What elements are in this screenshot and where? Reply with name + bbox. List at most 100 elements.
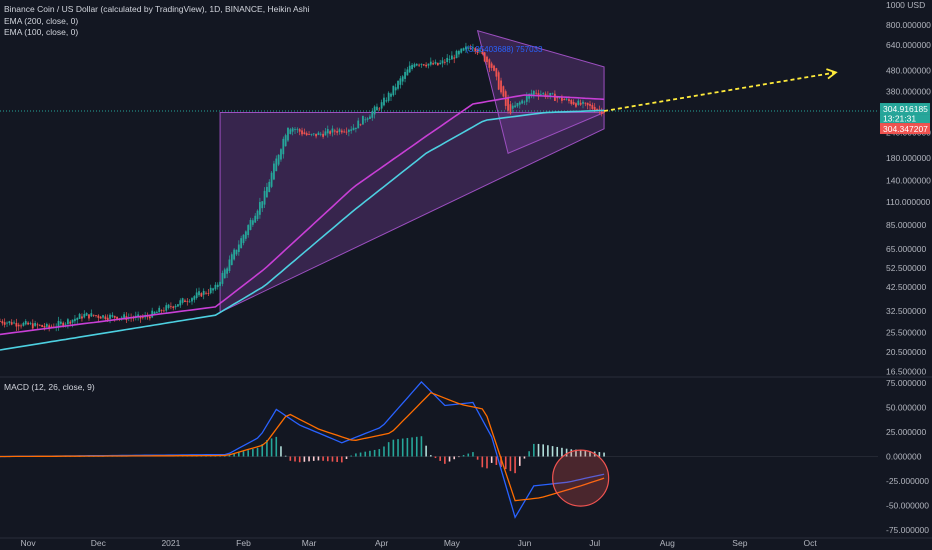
macd-legend[interactable]: MACD (12, 26, close, 9) bbox=[4, 382, 95, 392]
candle-body bbox=[324, 131, 327, 136]
candle-body bbox=[518, 102, 521, 105]
candle-body bbox=[153, 311, 156, 314]
ema100-legend[interactable]: EMA (100, close, 0) bbox=[4, 27, 79, 37]
candle-body bbox=[539, 94, 542, 95]
candle-body bbox=[291, 128, 294, 132]
ema200-legend[interactable]: EMA (200, close, 0) bbox=[4, 16, 79, 26]
candle-body bbox=[331, 128, 334, 133]
candle-body bbox=[282, 138, 285, 155]
macd-histogram-bar bbox=[406, 437, 409, 457]
macd-histogram-bar bbox=[425, 445, 427, 457]
price-tick-label: 640.000000 bbox=[886, 40, 931, 50]
candle-body bbox=[66, 319, 69, 325]
candle-body bbox=[38, 324, 41, 326]
candle-body bbox=[429, 61, 432, 65]
price-tick-label: 380.000000 bbox=[886, 86, 931, 96]
candle-body bbox=[3, 322, 6, 325]
candle-body bbox=[186, 301, 189, 303]
candle-body bbox=[563, 99, 566, 101]
candle-body bbox=[500, 80, 502, 93]
macd-histogram-bar bbox=[317, 456, 320, 461]
candle-body bbox=[462, 48, 465, 51]
time-tick-label: Jul bbox=[589, 538, 600, 548]
candle-body bbox=[109, 314, 111, 319]
macd-histogram-bar bbox=[345, 456, 348, 459]
price-tick-label: 52.500000 bbox=[886, 263, 926, 273]
candle-body bbox=[233, 249, 236, 260]
macd-histogram-bar bbox=[462, 455, 465, 457]
macd-histogram-bar bbox=[533, 443, 535, 457]
candle-body bbox=[369, 116, 371, 120]
macd-tick-label: -25.000000 bbox=[886, 476, 929, 486]
candle-body bbox=[69, 321, 72, 324]
candle-body bbox=[340, 130, 343, 133]
candle-body bbox=[155, 311, 158, 313]
candle-body bbox=[502, 86, 505, 97]
candle-body bbox=[151, 310, 154, 318]
macd-histogram-bar bbox=[261, 444, 264, 457]
candle-body bbox=[62, 322, 65, 327]
candle-body bbox=[385, 100, 388, 102]
candle-body bbox=[556, 97, 559, 99]
macd-histogram-bar bbox=[233, 453, 235, 457]
candle-body bbox=[322, 133, 325, 137]
price-tick-label: 800.000000 bbox=[886, 20, 931, 30]
macd-histogram-bar bbox=[284, 455, 287, 457]
candle-body bbox=[141, 317, 144, 318]
price-tick-label: 25.500000 bbox=[886, 328, 926, 338]
candle-body bbox=[298, 129, 301, 132]
macd-histogram-bar bbox=[266, 440, 268, 457]
macd-histogram-bar bbox=[518, 456, 521, 466]
candle-body bbox=[404, 72, 406, 79]
candle-body bbox=[242, 234, 245, 244]
candle-body bbox=[474, 47, 477, 52]
candle-body bbox=[8, 321, 11, 324]
macd-histogram-bar bbox=[444, 456, 446, 464]
candle-body bbox=[352, 127, 355, 131]
candle-body bbox=[582, 101, 584, 104]
candle-body bbox=[415, 63, 418, 66]
candle-body bbox=[188, 301, 191, 303]
fib-annotation: (3.95403688) 757033 bbox=[466, 45, 543, 54]
macd-histogram-bar bbox=[247, 450, 249, 457]
candle-body bbox=[579, 102, 582, 105]
macd-histogram-bar bbox=[542, 444, 544, 457]
macd-histogram-bar bbox=[238, 452, 240, 457]
macd-histogram-bar bbox=[242, 451, 245, 457]
candle-body bbox=[357, 120, 360, 129]
macd-histogram-bar bbox=[486, 456, 488, 469]
candle-body bbox=[268, 181, 271, 193]
macd-histogram-bar bbox=[514, 456, 516, 474]
macd-histogram-bar bbox=[331, 456, 334, 462]
candle-body bbox=[90, 313, 93, 317]
candle-body bbox=[436, 62, 439, 66]
candle-body bbox=[235, 249, 238, 255]
candle-body bbox=[542, 93, 545, 95]
highlight-circle[interactable] bbox=[552, 449, 610, 507]
candle-body bbox=[422, 64, 425, 66]
candle-body bbox=[310, 134, 313, 135]
ema200-line[interactable] bbox=[0, 94, 605, 336]
price-tick-label: 85.000000 bbox=[886, 220, 926, 230]
candle-body bbox=[390, 93, 392, 97]
macd-histogram-bar bbox=[326, 456, 329, 462]
candle-body bbox=[34, 322, 37, 326]
projection-arrow[interactable] bbox=[603, 71, 837, 112]
macd-histogram-bar bbox=[448, 456, 451, 462]
candle-body bbox=[343, 131, 346, 133]
candle-body bbox=[364, 119, 367, 121]
candle-body bbox=[509, 104, 512, 114]
ema100-line[interactable] bbox=[0, 109, 605, 351]
macd-histogram-bar bbox=[504, 456, 507, 470]
candle-body bbox=[453, 57, 456, 59]
candle-body bbox=[146, 316, 149, 318]
pattern-triangle[interactable] bbox=[219, 112, 605, 314]
signal-line[interactable] bbox=[0, 391, 605, 502]
candle-body bbox=[593, 106, 596, 112]
candle-body bbox=[387, 92, 390, 101]
candle-body bbox=[195, 292, 198, 298]
macd-histogram-bar bbox=[373, 449, 376, 457]
macd-histogram-bar bbox=[551, 446, 554, 457]
candle-body bbox=[254, 215, 257, 223]
